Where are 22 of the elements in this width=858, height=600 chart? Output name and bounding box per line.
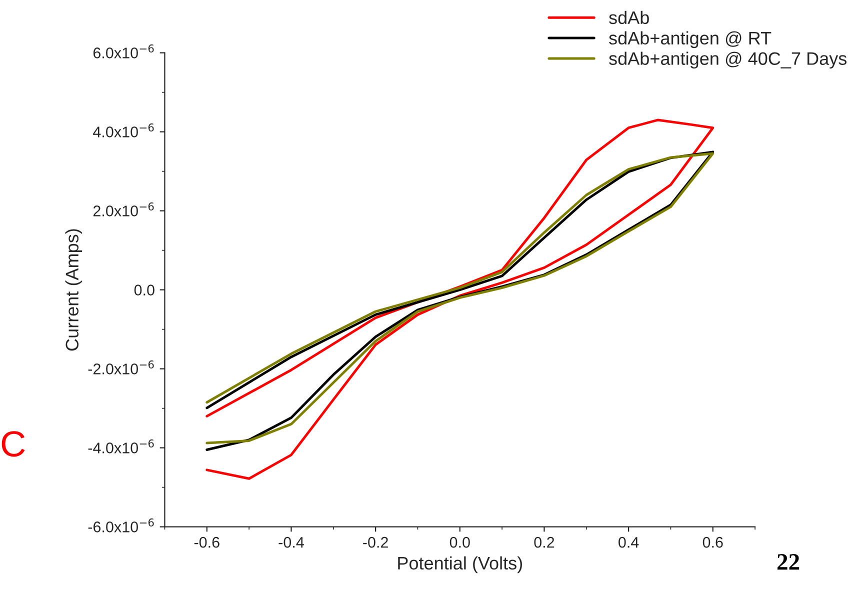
y-axis-title: Current (Amps): [65, 229, 82, 351]
y-tick-label: -6.0x10$^{−6}$: [88, 518, 154, 532]
x-tick-label: -0.6: [194, 536, 220, 548]
x-tick-label: 0.6: [702, 536, 723, 548]
x-axis-title: Potential (Volts): [398, 556, 522, 574]
x-tick-label: 0.4: [618, 536, 639, 548]
legend-label: sdAb+antigen @ RT: [609, 31, 772, 48]
y-tick-label: 6.0x10$^{−6}$: [93, 44, 154, 58]
x-tick-label: 0.0: [450, 536, 470, 548]
x-tick-label: -0.4: [278, 536, 304, 548]
x-tick-label: -0.2: [363, 536, 388, 548]
y-tick-label: 0.0: [134, 284, 154, 296]
y-tick-label: 4.0x10$^{−6}$: [93, 123, 154, 138]
text: C: [2, 431, 25, 457]
y-tick-label: 2.0x10$^{−6}$: [93, 202, 154, 216]
y-tick-label: -4.0x10$^{−6}$: [88, 439, 154, 454]
x-tick-label: 0.2: [534, 536, 554, 548]
text: 22: [777, 554, 800, 570]
y-tick-label: -2.0x10$^{−6}$: [88, 360, 154, 374]
line-series: [206, 118, 714, 480]
legend-label: sdAb+antigen @ 40C_7 Days: [609, 52, 847, 69]
legend-label: sdAb: [609, 10, 649, 24]
